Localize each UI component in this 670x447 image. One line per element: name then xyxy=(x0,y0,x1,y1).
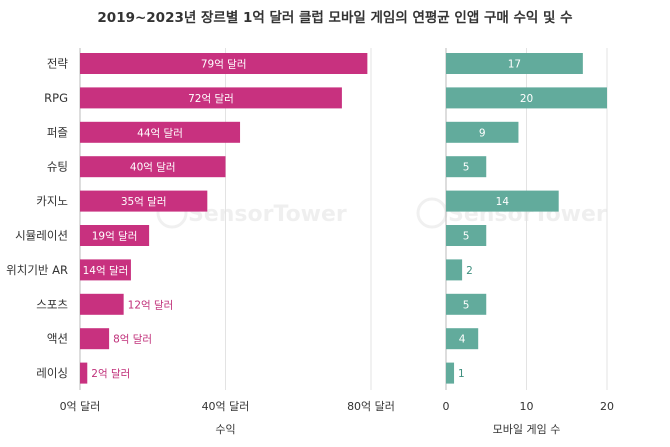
bar xyxy=(446,121,519,143)
bar xyxy=(446,328,479,350)
data-label: 12억 달러 xyxy=(128,299,174,311)
bar xyxy=(80,293,124,315)
data-label: 5 xyxy=(463,299,470,311)
tick-labels: 0억 달러 40억 달러 80억 달러 0 10 20 xyxy=(60,400,614,413)
bar xyxy=(80,328,110,350)
chart-title: 2019~2023년 장르별 1억 달러 클럽 모바일 게임의 연평균 인앱 구… xyxy=(97,9,572,26)
bar xyxy=(80,53,368,74)
category-label: RPG xyxy=(44,91,68,105)
bar xyxy=(446,362,455,384)
axis-titles: 수익 모바일 게임 수 xyxy=(215,422,560,436)
category-label: 퍼즐 xyxy=(47,125,68,139)
tick-label: 40억 달러 xyxy=(202,400,250,413)
bar xyxy=(446,293,487,315)
data-label: 5 xyxy=(463,162,470,174)
bar xyxy=(80,225,150,246)
data-label: 2 xyxy=(466,265,473,277)
bar xyxy=(80,259,131,281)
watermark-logo-icon xyxy=(416,197,448,229)
data-label: 40억 달러 xyxy=(130,162,176,174)
category-label: 슈팅 xyxy=(47,160,68,174)
bar xyxy=(446,87,607,109)
bar xyxy=(80,121,241,143)
category-label: 레이싱 xyxy=(36,366,68,380)
data-labels: 79억 달러 72억 달러 44억 달러 40억 달러 35억 달러 19억 달러 14억 … xyxy=(83,59,534,381)
data-label: 20 xyxy=(520,93,533,105)
data-label: 17 xyxy=(508,59,521,71)
bar xyxy=(446,259,463,281)
category-label: 위치기반 AR xyxy=(6,263,68,277)
data-label: 2억 달러 xyxy=(91,368,130,380)
category-label: 스포츠 xyxy=(36,297,68,311)
data-label: 44억 달러 xyxy=(137,127,183,139)
category-label: 카지노 xyxy=(36,194,68,208)
bar xyxy=(80,190,208,212)
category-label: 시뮬레이션 xyxy=(15,229,68,243)
watermark-text: SensorTower xyxy=(188,202,347,227)
watermark-group: SensorTower SensorTower xyxy=(156,197,607,229)
bar xyxy=(446,156,487,178)
data-label: 4 xyxy=(459,334,466,346)
tick-label: 10 xyxy=(520,400,534,413)
data-label: 8억 달러 xyxy=(113,334,152,346)
data-label: 14억 달러 xyxy=(83,265,129,277)
bar xyxy=(446,190,559,212)
category-label: 전략 xyxy=(47,57,69,71)
bars xyxy=(80,53,607,384)
axis-title: 수익 xyxy=(215,423,235,436)
data-label: 5 xyxy=(463,231,470,243)
tick-label: 20 xyxy=(600,400,614,413)
bar xyxy=(446,53,583,74)
category-label: 액션 xyxy=(47,332,68,346)
data-label: 35억 달러 xyxy=(121,196,167,208)
bar xyxy=(446,225,487,246)
data-label: 72억 달러 xyxy=(188,93,234,105)
bar xyxy=(80,362,88,384)
data-label: 19억 달러 xyxy=(92,231,138,243)
data-label: 9 xyxy=(479,127,486,139)
axis-title: 모바일 게임 수 xyxy=(493,422,561,436)
data-label: 1 xyxy=(458,368,465,380)
tick-label: 0 xyxy=(443,400,450,413)
bar xyxy=(80,156,226,178)
tick-label: 0억 달러 xyxy=(60,400,101,413)
data-label: 14 xyxy=(496,196,510,208)
bar xyxy=(80,87,342,109)
data-label: 79억 달러 xyxy=(201,59,247,71)
tick-label: 80억 달러 xyxy=(347,400,395,413)
